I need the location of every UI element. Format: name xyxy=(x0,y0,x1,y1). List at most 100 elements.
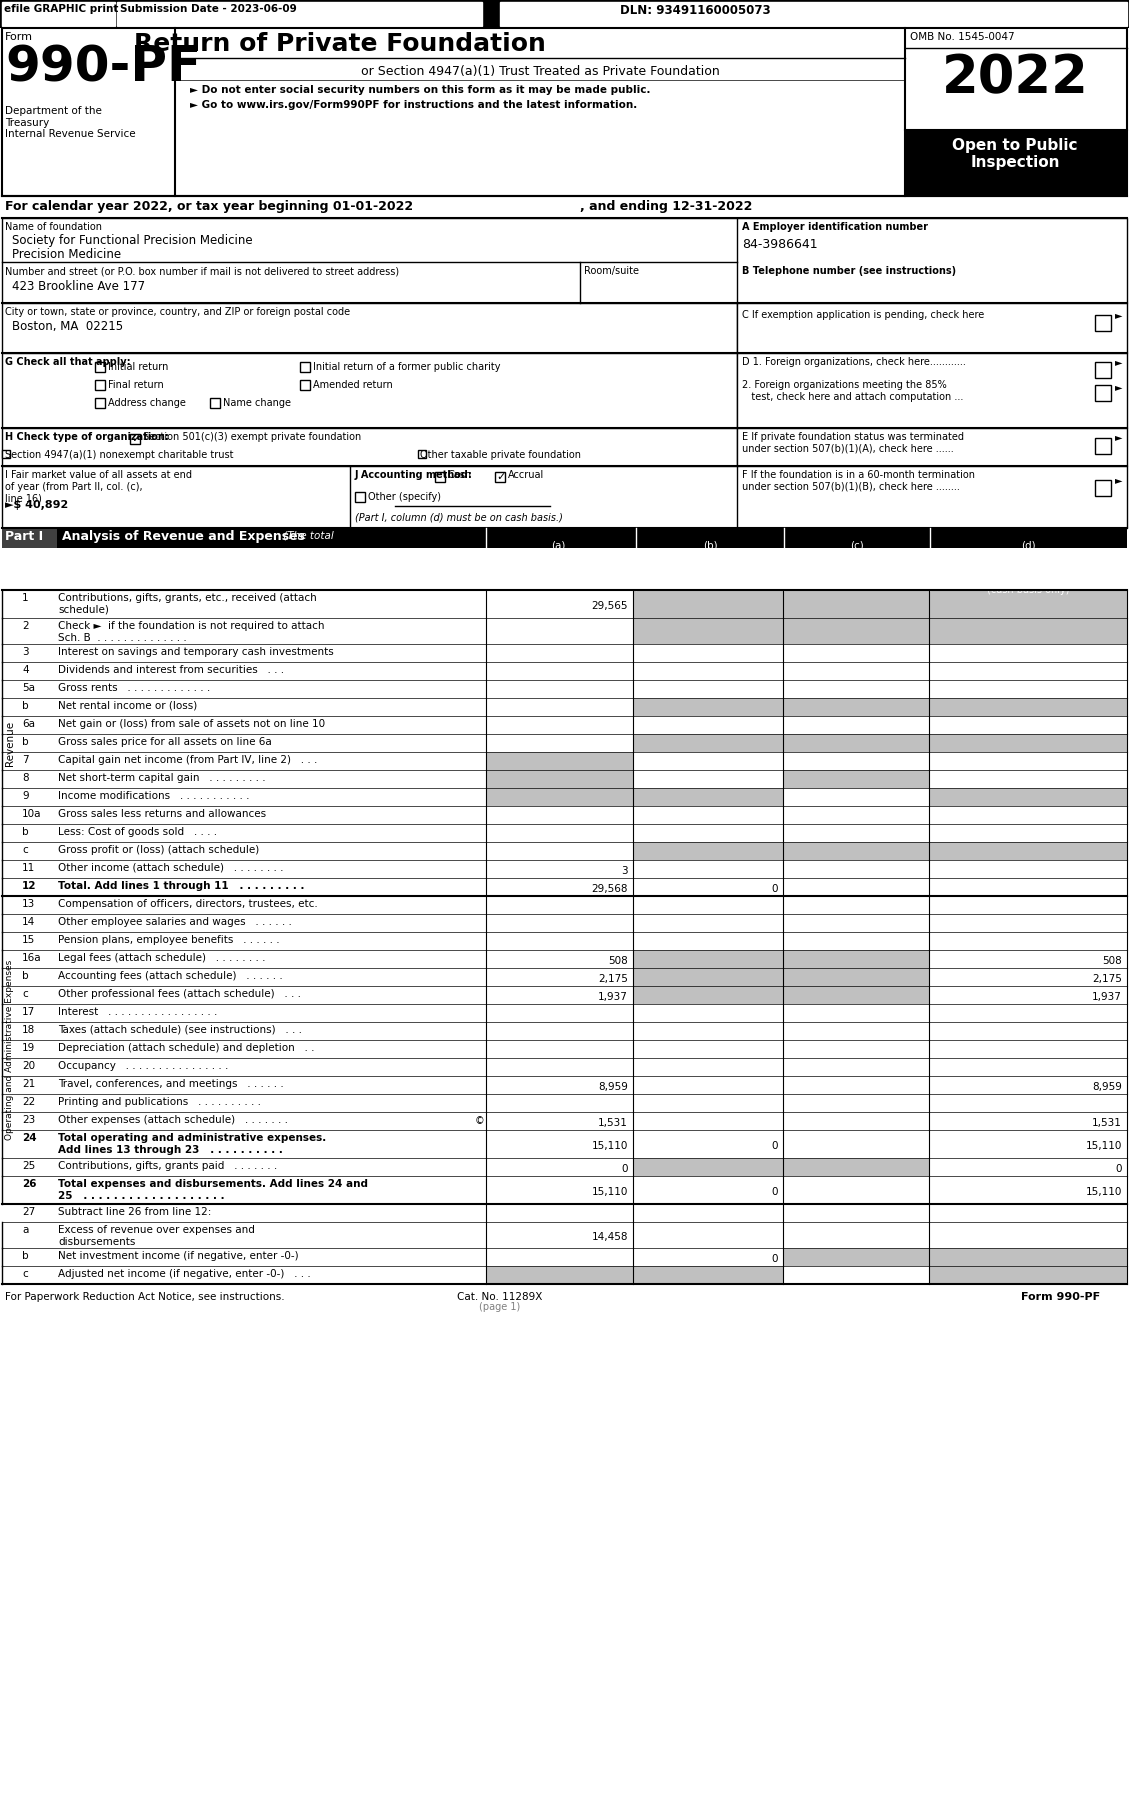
Text: or Section 4947(a)(1) Trust Treated as Private Foundation: or Section 4947(a)(1) Trust Treated as P… xyxy=(360,65,719,77)
Text: Adjusted net income (if negative, enter -0-)   . . .: Adjusted net income (if negative, enter … xyxy=(58,1269,310,1278)
Text: Disbursements
for charitable
purposes
(cash basis only): Disbursements for charitable purposes (c… xyxy=(987,550,1069,595)
Text: Address change: Address change xyxy=(108,397,186,408)
Bar xyxy=(784,590,929,619)
Bar xyxy=(633,985,784,1003)
Bar xyxy=(95,361,105,372)
Bar xyxy=(2,352,737,428)
Bar xyxy=(500,2,1127,25)
Text: 15,110: 15,110 xyxy=(1086,1187,1122,1197)
Text: 8,959: 8,959 xyxy=(1092,1082,1122,1091)
Text: City or town, state or province, country, and ZIP or foreign postal code: City or town, state or province, country… xyxy=(5,307,350,316)
Bar xyxy=(633,788,784,806)
Text: For calendar year 2022, or tax year beginning 01-01-2022: For calendar year 2022, or tax year begi… xyxy=(5,200,413,212)
Bar xyxy=(784,619,929,644)
Text: c: c xyxy=(21,845,28,856)
Text: 8,959: 8,959 xyxy=(598,1082,628,1091)
Text: Depreciation (attach schedule) and depletion   . .: Depreciation (attach schedule) and deple… xyxy=(58,1043,315,1054)
Text: Open to Public
Inspection: Open to Public Inspection xyxy=(952,138,1078,171)
Bar xyxy=(737,428,1127,466)
Text: Name of foundation: Name of foundation xyxy=(5,221,102,232)
Bar xyxy=(929,841,1127,859)
Bar xyxy=(1095,480,1111,496)
Text: (page 1): (page 1) xyxy=(480,1302,520,1313)
Text: Total operating and administrative expenses.
Add lines 13 through 23   . . . . .: Total operating and administrative expen… xyxy=(58,1133,326,1154)
Text: Other professional fees (attach schedule)   . . .: Other professional fees (attach schedule… xyxy=(58,989,301,1000)
Bar xyxy=(485,1266,633,1284)
Text: 26: 26 xyxy=(21,1179,36,1188)
Text: 12: 12 xyxy=(21,881,36,892)
Text: Printing and publications   . . . . . . . . . .: Printing and publications . . . . . . . … xyxy=(58,1097,261,1108)
Text: Net rental income or (loss): Net rental income or (loss) xyxy=(58,701,198,710)
Bar xyxy=(784,698,929,716)
Bar xyxy=(929,590,1127,619)
Text: E If private foundation status was terminated
under section 507(b)(1)(A), check : E If private foundation status was termi… xyxy=(742,432,964,453)
Bar xyxy=(2,29,1127,196)
Bar xyxy=(633,698,784,716)
Text: Adjusted net
income: Adjusted net income xyxy=(826,550,889,572)
Text: Contributions, gifts, grants paid   . . . . . . .: Contributions, gifts, grants paid . . . … xyxy=(58,1162,278,1170)
Text: 27: 27 xyxy=(21,1206,35,1217)
Bar xyxy=(300,361,310,372)
Text: 2: 2 xyxy=(21,620,28,631)
Bar xyxy=(633,949,784,967)
Text: 13: 13 xyxy=(21,899,35,910)
Bar xyxy=(495,473,505,482)
Text: Submission Date - 2023-06-09: Submission Date - 2023-06-09 xyxy=(120,4,297,14)
Bar xyxy=(929,788,1127,806)
Bar xyxy=(95,379,105,390)
Text: Other expenses (attach schedule)   . . . . . . .: Other expenses (attach schedule) . . . .… xyxy=(58,1115,288,1126)
Text: b: b xyxy=(21,971,28,982)
Bar xyxy=(784,770,929,788)
Text: 24: 24 xyxy=(21,1133,36,1144)
Text: (b): (b) xyxy=(702,539,717,550)
Text: Other income (attach schedule)   . . . . . . . .: Other income (attach schedule) . . . . .… xyxy=(58,863,283,874)
Text: b: b xyxy=(21,737,28,746)
Text: DLN: 93491160005073: DLN: 93491160005073 xyxy=(620,4,771,16)
Text: ►: ► xyxy=(1115,432,1122,442)
Text: 6a: 6a xyxy=(21,719,35,728)
Text: ✓: ✓ xyxy=(496,473,506,482)
Bar xyxy=(633,590,784,619)
Bar xyxy=(1095,439,1111,455)
Text: (d): (d) xyxy=(1021,539,1035,550)
Text: , and ending 12-31-2022: , and ending 12-31-2022 xyxy=(580,200,752,212)
Bar xyxy=(2,466,1127,529)
Text: J Accounting method:: J Accounting method: xyxy=(355,469,473,480)
Text: 1,531: 1,531 xyxy=(1092,1118,1122,1127)
Text: 29,565: 29,565 xyxy=(592,601,628,611)
Text: C If exemption application is pending, check here: C If exemption application is pending, c… xyxy=(742,309,984,320)
Text: 17: 17 xyxy=(21,1007,35,1018)
Text: Revenue: Revenue xyxy=(5,721,15,766)
Text: Final return: Final return xyxy=(108,379,164,390)
Bar xyxy=(737,352,1127,428)
Text: ©: © xyxy=(475,1117,484,1126)
Bar xyxy=(485,788,633,806)
Text: ►: ► xyxy=(1115,475,1122,485)
Text: Gross sales price for all assets on line 6a: Gross sales price for all assets on line… xyxy=(58,737,272,746)
Text: Interest   . . . . . . . . . . . . . . . . .: Interest . . . . . . . . . . . . . . . .… xyxy=(58,1007,218,1018)
Text: 3: 3 xyxy=(21,647,28,656)
Text: Cat. No. 11289X: Cat. No. 11289X xyxy=(457,1293,543,1302)
Text: 508: 508 xyxy=(1102,957,1122,966)
Text: 14,458: 14,458 xyxy=(592,1232,628,1242)
Text: a: a xyxy=(21,1224,28,1235)
Bar xyxy=(2,450,10,458)
Text: 0: 0 xyxy=(771,1253,778,1264)
Text: (The total: (The total xyxy=(280,530,334,539)
Text: B Telephone number (see instructions): B Telephone number (see instructions) xyxy=(742,266,956,277)
Text: F If the foundation is in a 60-month termination
under section 507(b)(1)(B), che: F If the foundation is in a 60-month ter… xyxy=(742,469,975,491)
Text: 9: 9 xyxy=(21,791,28,800)
Text: Analysis of Revenue and Expenses: Analysis of Revenue and Expenses xyxy=(62,530,305,543)
Text: 1,937: 1,937 xyxy=(598,992,628,1001)
Text: ►$ 40,892: ►$ 40,892 xyxy=(5,500,68,511)
Text: Other taxable private foundation: Other taxable private foundation xyxy=(420,450,581,460)
Text: Number and street (or P.O. box number if mail is not delivered to street address: Number and street (or P.O. box number if… xyxy=(5,266,400,277)
Text: 3: 3 xyxy=(621,867,628,876)
Bar xyxy=(95,397,105,408)
Text: 1,531: 1,531 xyxy=(598,1118,628,1127)
Text: Form: Form xyxy=(5,32,33,41)
Text: 8: 8 xyxy=(21,773,28,782)
Bar xyxy=(633,1158,784,1176)
Text: Travel, conferences, and meetings   . . . . . .: Travel, conferences, and meetings . . . … xyxy=(58,1079,283,1090)
Text: Gross rents   . . . . . . . . . . . . .: Gross rents . . . . . . . . . . . . . xyxy=(58,683,210,692)
